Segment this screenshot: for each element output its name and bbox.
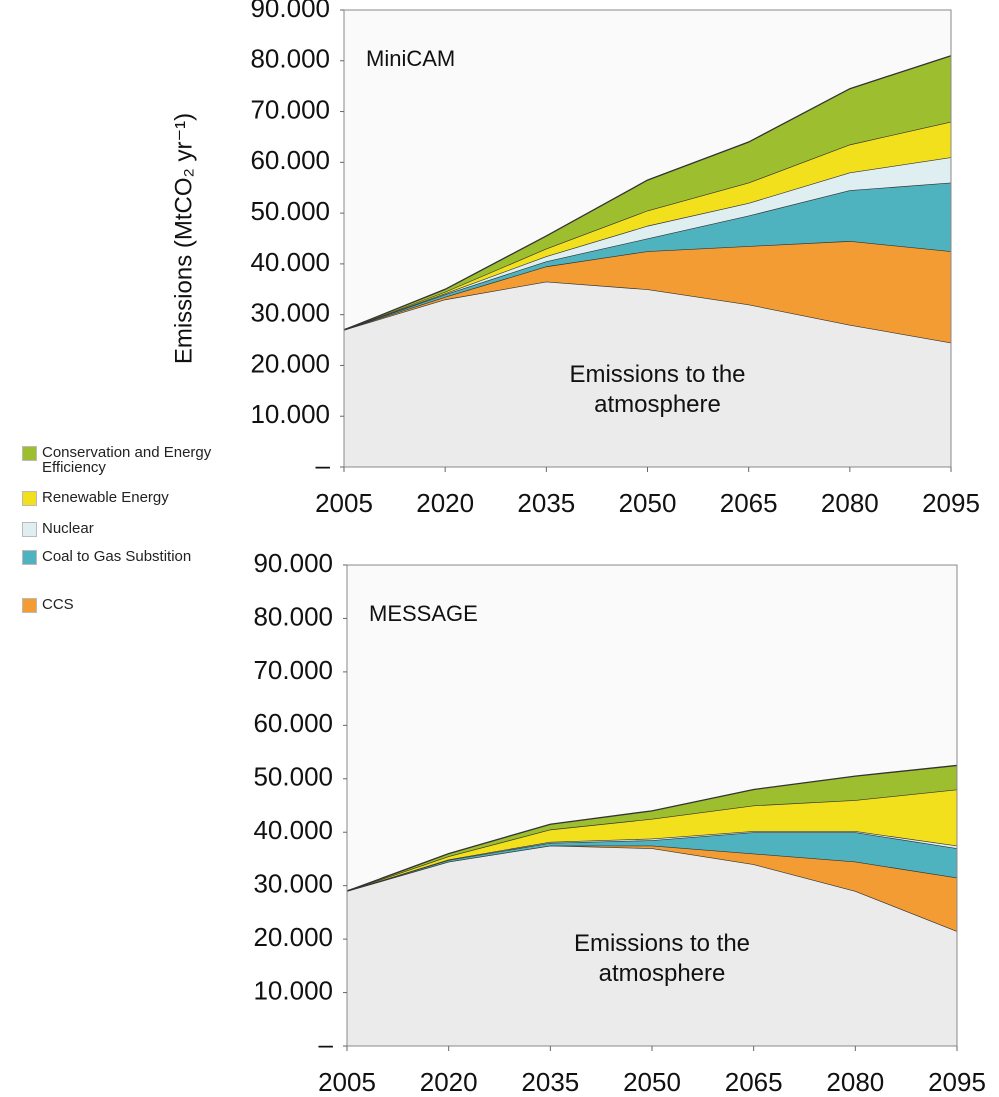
legend-label: Coal to Gas Substition	[42, 548, 192, 565]
x-tick-label: 2065	[725, 1067, 783, 1097]
area-fill	[344, 241, 951, 343]
x-tick-label: 2020	[420, 1067, 478, 1097]
area-fill	[347, 789, 957, 892]
y-tick-label: 70.000	[250, 94, 330, 124]
y-tick-label: 50.000	[253, 762, 333, 792]
legend-swatch	[22, 446, 37, 461]
x-tick-label: 2035	[521, 1067, 579, 1097]
y-tick-label: 60.000	[253, 708, 333, 738]
y-tick-label: 90.000	[253, 548, 333, 578]
y-tick-label: –	[316, 450, 331, 480]
x-tick-label: 2035	[517, 488, 575, 518]
area-fill	[344, 55, 951, 330]
x-tick-label: 2095	[928, 1067, 986, 1097]
area-edge	[346, 764, 958, 892]
y-tick-label: 20.000	[253, 922, 333, 952]
y-axis-label: Emissions (MtCO₂ yr⁻¹)	[170, 113, 197, 364]
area-annotation: Emissions to the atmosphere	[569, 361, 746, 419]
legend-label: Conservation and Energy Efficiency	[42, 444, 212, 476]
area-annotation: Emissions to the atmosphere	[573, 930, 751, 988]
area-fill	[344, 182, 951, 330]
y-tick-label: 70.000	[253, 655, 333, 685]
legend-label: Nuclear	[42, 520, 94, 537]
x-tick-label: 2050	[623, 1067, 681, 1097]
x-tick-label: 2050	[619, 488, 677, 518]
chart-title: MESSAGE	[369, 601, 478, 626]
y-tick-label: 10.000	[253, 975, 333, 1005]
legend-swatch	[22, 491, 37, 506]
x-tick-label: 2095	[922, 488, 980, 518]
y-tick-label: 80.000	[250, 44, 330, 74]
legend-swatch	[22, 550, 37, 565]
area-fill	[344, 121, 951, 330]
area-fill	[347, 765, 957, 892]
legend-swatch	[22, 598, 37, 613]
y-tick-label: 50.000	[250, 196, 330, 226]
area-fill	[347, 832, 957, 892]
area-fill	[347, 845, 957, 932]
legend-swatch	[22, 522, 37, 537]
area-fill	[344, 157, 951, 330]
area-fill	[344, 281, 951, 467]
y-tick-label: 30.000	[250, 298, 330, 328]
y-tick-label: 60.000	[250, 145, 330, 175]
y-tick-label: 10.000	[250, 399, 330, 429]
y-tick-label: 20.000	[250, 348, 330, 378]
y-tick-label: 40.000	[253, 815, 333, 845]
legend-label: CCS	[42, 596, 74, 613]
y-tick-label: 30.000	[253, 869, 333, 899]
legend-label: Renewable Energy	[42, 489, 169, 506]
y-tick-label: 40.000	[250, 247, 330, 277]
y-tick-label: –	[319, 1029, 334, 1059]
x-tick-label: 2005	[315, 488, 373, 518]
chart-title: MiniCAM	[366, 46, 455, 71]
x-tick-label: 2080	[821, 488, 879, 518]
area-edge	[343, 55, 952, 331]
area-fill	[347, 845, 957, 1046]
x-tick-label: 2080	[826, 1067, 884, 1097]
x-tick-label: 2005	[318, 1067, 376, 1097]
x-tick-label: 2065	[720, 488, 778, 518]
y-tick-label: 80.000	[253, 601, 333, 631]
y-tick-label: 90.000	[250, 0, 330, 23]
x-tick-label: 2020	[416, 488, 474, 518]
